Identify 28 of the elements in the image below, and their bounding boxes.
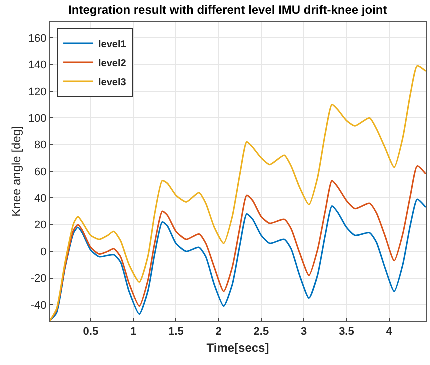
y-tick-label: 40 [34,193,47,206]
line-series [50,65,426,321]
x-tick-label: 2.5 [254,326,270,338]
y-tick-label: 80 [34,140,47,152]
y-tick-label: -40 [30,300,47,312]
x-tick-label: 1 [130,326,137,338]
y-tick-label: 0 [40,246,47,258]
line-series [50,165,426,321]
y-tick-label: 60 [34,166,47,178]
y-tick-label: 160 [28,32,47,45]
y-tick-label: 100 [28,112,47,125]
legend-label: level1 [98,39,127,50]
x-tick-label: 0.5 [83,326,99,338]
x-tick-label: 4 [386,326,394,338]
legend-label: level3 [98,77,127,88]
line-series [50,198,426,321]
x-tick-label: 3 [301,326,308,338]
x-tick-label: 2 [216,326,222,338]
y-axis-title: Knee angle [deg] [10,126,24,217]
y-tick-label: 140 [28,60,47,72]
x-tick-label: 1.5 [168,326,184,338]
chart-title: Integration result with different level IMU drift-knee joint [68,2,388,17]
x-tick-label: 3.5 [339,326,354,338]
x-axis-title: Time[secs] [206,341,270,356]
y-tick-label: 20 [34,220,47,232]
y-tick-label: 120 [28,86,47,98]
y-tick-label: -20 [30,273,47,286]
legend-label: level2 [98,58,127,70]
